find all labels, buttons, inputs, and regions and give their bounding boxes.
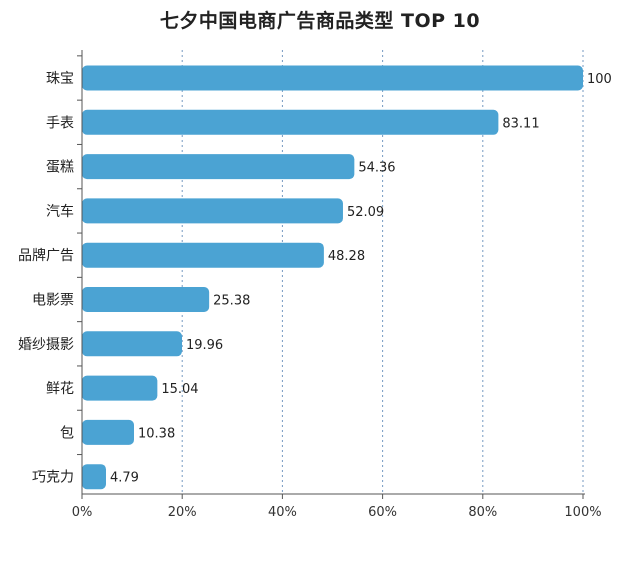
bar-2	[82, 154, 355, 180]
bar-6	[82, 331, 182, 357]
value-label-3: 52.09	[347, 205, 384, 220]
value-label-0: 100	[587, 72, 612, 87]
value-label-1: 83.11	[502, 116, 539, 131]
value-label-9: 4.79	[110, 471, 139, 486]
x-tick-label-0: 0%	[72, 505, 93, 520]
category-label-8: 包	[60, 425, 74, 441]
category-label-0: 珠宝	[46, 71, 74, 87]
bar-8	[82, 419, 135, 445]
category-label-6: 婚纱摄影	[18, 337, 74, 353]
x-tick-label-1: 20%	[168, 505, 197, 520]
value-label-4: 48.28	[328, 249, 365, 264]
category-label-5: 电影票	[32, 293, 74, 309]
x-tick-label-3: 60%	[368, 505, 397, 520]
grid-layer	[181, 50, 584, 494]
x-tick-label-2: 40%	[268, 505, 297, 520]
value-label-8: 10.38	[138, 426, 175, 441]
bar-0	[82, 65, 583, 91]
axis-layer	[77, 50, 585, 499]
category-label-1: 手表	[46, 115, 74, 131]
x-tick-label-4: 80%	[468, 505, 497, 520]
category-label-3: 汽车	[46, 203, 74, 220]
bar-5	[82, 287, 210, 312]
value-label-6: 19.96	[186, 338, 223, 353]
category-label-9: 巧克力	[32, 470, 74, 486]
category-label-7: 鲜花	[46, 381, 74, 397]
bar-1	[82, 109, 499, 135]
value-label-7: 15.04	[161, 382, 198, 397]
category-label-4: 品牌广告	[18, 247, 74, 264]
bar-layer	[82, 65, 583, 490]
bar-4	[82, 242, 324, 268]
value-label-2: 54.36	[358, 161, 395, 176]
category-label-2: 蛋糕	[46, 160, 74, 176]
bar-9	[82, 464, 106, 490]
bar-3	[82, 198, 343, 224]
value-label-5: 25.38	[213, 294, 250, 309]
x-tick-label-5: 100%	[564, 505, 601, 520]
bar-7	[82, 375, 158, 401]
chart-title: 七夕中国电商广告商品类型 TOP 10	[159, 10, 481, 32]
